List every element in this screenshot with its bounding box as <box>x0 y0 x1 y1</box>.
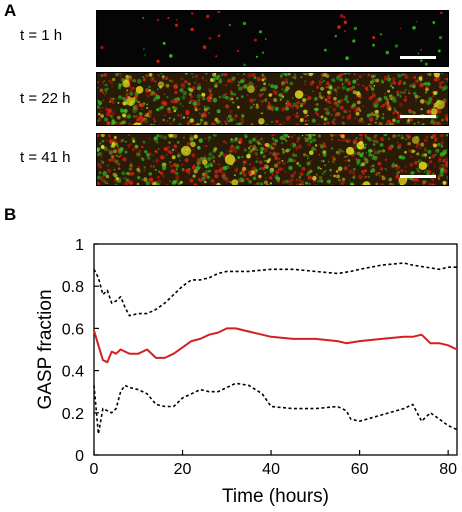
panel-b-label: B <box>4 205 17 224</box>
x-tick-label: 0 <box>90 461 99 478</box>
y-tick-label: 0.4 <box>62 364 84 381</box>
micrograph-image <box>100 11 443 66</box>
scale-bar <box>400 56 436 59</box>
y-tick-label: 0 <box>75 448 84 465</box>
y-axis-label: GASP fraction <box>35 289 56 409</box>
x-tick-label: 60 <box>351 461 369 478</box>
panel-a-label: A <box>4 1 17 20</box>
x-tick-label: 40 <box>262 461 280 478</box>
y-tick-label: 0.6 <box>62 321 84 338</box>
time-label-22h: t = 22 h <box>20 90 71 107</box>
gasp-fraction-chart: 0 20 40 60 80 0 0.2 0.4 0.6 0.8 1 Time (hours) GAS… <box>35 237 458 507</box>
time-label-41h: t = 41 h <box>20 149 71 166</box>
axis-ticks: 0 20 40 60 80 0 0.2 0.4 0.6 0.8 1 <box>62 237 457 478</box>
micrograph-22h <box>96 72 449 126</box>
time-label-1h: t = 1 h <box>20 27 63 44</box>
x-tick-label: 20 <box>174 461 192 478</box>
scale-bar <box>400 175 436 178</box>
micrograph-image <box>97 73 448 125</box>
y-tick-label: 0.8 <box>62 279 84 296</box>
micrograph-41h <box>96 133 449 186</box>
scale-bar <box>400 115 436 118</box>
upper-bound-dashed-line <box>93 262 457 317</box>
y-tick-label: 0.2 <box>62 406 84 423</box>
mean-fraction-line <box>93 327 458 364</box>
x-tick-label: 80 <box>439 461 457 478</box>
y-tick-label: 1 <box>75 237 84 254</box>
chart-series <box>93 262 458 435</box>
x-axis-label: Time (hours) <box>222 486 329 507</box>
micrograph-1h <box>96 10 449 67</box>
micrograph-image <box>97 134 448 185</box>
lower-bound-dashed-line <box>93 382 458 435</box>
